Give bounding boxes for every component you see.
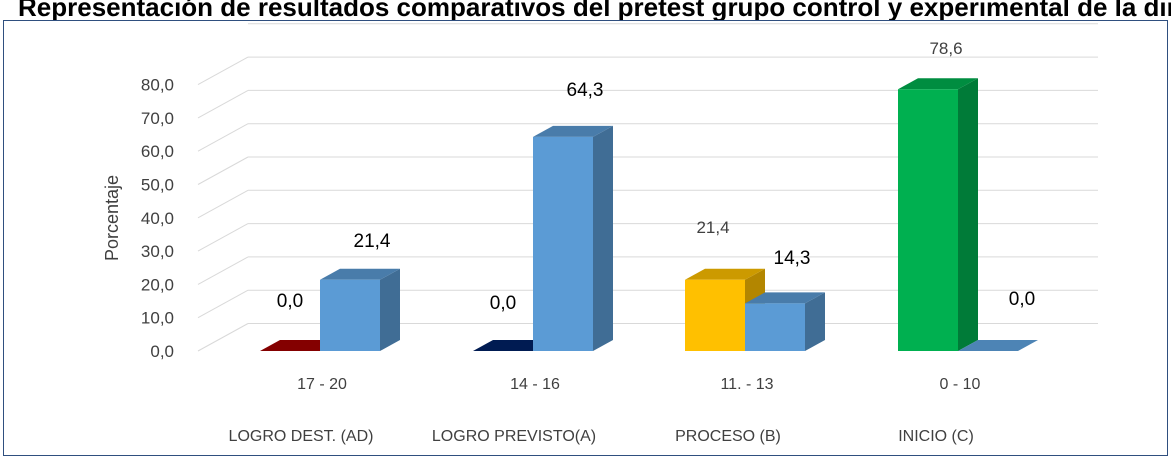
bar-series2 [745, 292, 825, 351]
data-label: 0,0 [490, 293, 516, 314]
y-tick-label: 10,0 [141, 309, 174, 328]
gridline-slant [197, 289, 249, 319]
bar-side [593, 125, 613, 351]
x-category-label: 11. - 13 [720, 376, 773, 393]
y-tick-label: 30,0 [141, 242, 174, 261]
gridline-slant [197, 223, 249, 252]
bar-front [533, 136, 593, 351]
gridline-slant [197, 123, 249, 152]
bar-series2 [958, 340, 1038, 351]
y-tick-label: 0,0 [150, 342, 174, 361]
bar-front [745, 303, 805, 351]
x-category-label: 14 - 16 [510, 376, 560, 393]
data-label: 14,3 [774, 248, 811, 269]
x-group-label: LOGRO PREVISTO(A) [432, 428, 596, 445]
bar-top [320, 268, 400, 280]
data-label: 21,4 [696, 218, 729, 237]
data-labels: 0,0 21,4 0,0 64,3 21,4 14,3 78,6 0,0 [277, 39, 1035, 314]
bar-top [958, 340, 1038, 351]
gridline-slant [197, 189, 249, 219]
gridline-slant [197, 256, 249, 285]
axis-labels: 0,0 10,0 20,0 30,0 40,0 50,0 60,0 70,0 80,0 Porce… [102, 76, 981, 445]
data-label: 64,3 [567, 80, 604, 101]
x-category-label: 17 - 20 [297, 376, 347, 393]
bar-series2 [320, 268, 400, 351]
data-label: 78,6 [929, 39, 962, 58]
y-axis-title: Porcentaje [102, 175, 122, 261]
bar-series2 [533, 125, 613, 351]
y-tick-label: 60,0 [141, 142, 174, 161]
gridline-slant [197, 323, 249, 352]
y-tick-label: 70,0 [141, 109, 174, 128]
x-group-label: PROCESO (B) [675, 428, 781, 445]
bar-front [898, 89, 958, 352]
y-tick-label: 20,0 [141, 275, 174, 294]
bar-front [320, 279, 380, 351]
bar-top [745, 292, 825, 304]
title-bar: Representación de resultados comparativo… [0, 0, 1171, 20]
gridline-slant [197, 89, 249, 119]
bar-side [958, 78, 978, 352]
gridline-slant [197, 156, 249, 185]
bar-side [805, 292, 825, 351]
bar-top [533, 125, 613, 137]
bar-top [898, 78, 978, 90]
x-group-label: INICIO (C) [898, 428, 974, 445]
gridline-slant [197, 56, 249, 86]
chart-title: Representación de resultados comparativo… [18, 0, 1171, 20]
y-tick-label: 40,0 [141, 209, 174, 228]
bars [260, 78, 1038, 352]
bar-top [685, 268, 765, 280]
bar-side [380, 268, 400, 351]
bar-front [685, 279, 745, 351]
data-label: 0,0 [1009, 289, 1035, 310]
data-label: 21,4 [354, 231, 391, 252]
y-tick-label: 50,0 [141, 176, 174, 195]
x-group-label: LOGRO DEST. (AD) [229, 428, 374, 445]
bar-series1 [898, 78, 978, 352]
x-category-label: 0 - 10 [940, 376, 981, 393]
y-tick-label: 80,0 [141, 76, 174, 95]
data-label: 0,0 [277, 291, 303, 312]
